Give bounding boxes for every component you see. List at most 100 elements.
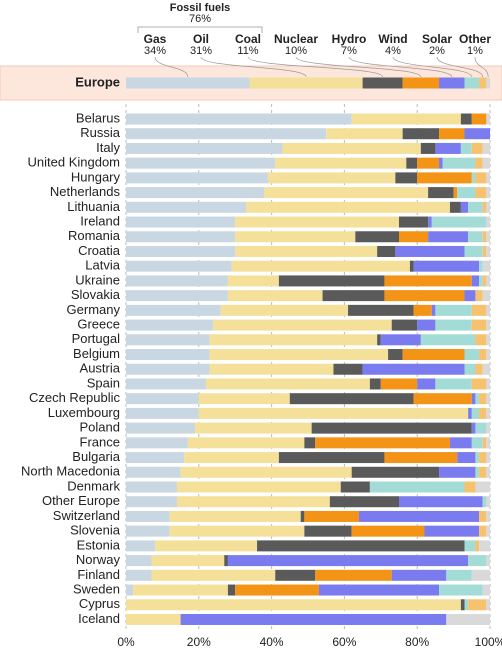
bar-segment [169, 525, 305, 537]
bar-segment [428, 216, 432, 228]
bar-segment [227, 290, 323, 302]
bar-segment [486, 216, 490, 228]
bar-segment [126, 407, 199, 419]
bar-segment [315, 437, 450, 449]
highlight-segment [126, 77, 250, 89]
bar-segment [486, 172, 490, 184]
bar-segment [213, 319, 392, 331]
bar-segment [133, 584, 228, 596]
bar-segment [449, 437, 472, 449]
bar-segment [333, 363, 363, 375]
bar-segment [235, 216, 399, 228]
leader-line [348, 56, 453, 78]
bar-segment [126, 113, 352, 125]
bar-segment [482, 231, 487, 243]
bar-segment [475, 334, 487, 346]
bar-segment [471, 393, 476, 405]
bar-segment [449, 201, 461, 213]
bar-segment [326, 128, 403, 140]
bar-segment [399, 216, 429, 228]
x-tick-label: 100% [475, 635, 502, 649]
bar-segment [126, 422, 196, 434]
bar-segment [439, 157, 443, 169]
highlight-segment [439, 77, 465, 89]
bar-segment [475, 422, 487, 434]
leader-line [392, 56, 473, 78]
category-label: Ireland [80, 213, 120, 228]
group-bracket [137, 26, 263, 33]
bar-segment [417, 319, 436, 331]
bar-segment [126, 584, 134, 596]
bar-segment [187, 437, 305, 449]
bar-segment [486, 231, 490, 243]
bar-segment [464, 540, 476, 552]
bar-segment [304, 437, 316, 449]
bar-segment [475, 172, 487, 184]
bar-segment [479, 260, 483, 272]
bar-segment [475, 363, 483, 375]
bar-segment [471, 142, 483, 154]
category-label: Lithuania [67, 199, 121, 214]
bar-segment [126, 555, 152, 567]
bar-segment [275, 157, 407, 169]
category-label: Austria [80, 361, 121, 376]
bar-segment [417, 172, 472, 184]
bar-segment [198, 393, 290, 405]
bar-segment [289, 393, 414, 405]
bar-segment [355, 231, 399, 243]
bar-segment [275, 569, 316, 581]
bar-segment [206, 378, 370, 390]
bar-segment [180, 466, 352, 478]
bar-segment [486, 275, 490, 287]
category-label: Romania [68, 228, 121, 243]
category-label: Denmark [67, 478, 120, 493]
legend-label: Other [459, 32, 491, 46]
bar-segment [486, 319, 490, 331]
bar-segment [486, 510, 490, 522]
highlight-segment [479, 77, 487, 89]
category-label: Bulgaria [72, 449, 120, 464]
category-label: Belgium [73, 346, 120, 361]
bar-segment [126, 378, 207, 390]
bar-segment [482, 245, 487, 257]
bar-segment [126, 290, 228, 302]
bar-segment [479, 349, 487, 361]
bar-segment [482, 275, 487, 287]
bar-segment [471, 378, 487, 390]
bar-segment [391, 319, 418, 331]
bar-segment [479, 525, 487, 537]
bar-segment [413, 393, 472, 405]
bar-segment [126, 275, 228, 287]
bar-segment [471, 172, 476, 184]
bar-segment [479, 407, 487, 419]
bar-segment [384, 290, 465, 302]
category-label: Germany [67, 302, 121, 317]
leader-line [436, 56, 484, 78]
bar-segment [457, 452, 476, 464]
category-label: Norway [76, 552, 121, 567]
bar-segment [486, 304, 490, 316]
bar-segment [176, 496, 330, 508]
category-label: France [80, 434, 120, 449]
bar-segment [209, 363, 334, 375]
bar-segment [475, 290, 483, 302]
x-tick-label: 40% [260, 635, 284, 649]
bar-segment [468, 407, 472, 419]
bar-segment [417, 378, 436, 390]
bar-segment [278, 275, 385, 287]
bar-segment [420, 142, 436, 154]
bar-segment [460, 599, 465, 611]
bar-segment [471, 304, 487, 316]
bar-segment [351, 525, 425, 537]
bar-segment [479, 466, 487, 478]
bar-segment [300, 510, 305, 522]
legend-value: 7% [341, 45, 357, 57]
bar-segment [475, 187, 487, 199]
bar-segment [151, 555, 225, 567]
bar-segment [184, 452, 279, 464]
group-label: Fossil fuels [170, 2, 231, 14]
bar-segment [475, 452, 480, 464]
bar-segment [464, 245, 483, 257]
bar-segment [126, 510, 170, 522]
bar-segment [377, 334, 381, 346]
